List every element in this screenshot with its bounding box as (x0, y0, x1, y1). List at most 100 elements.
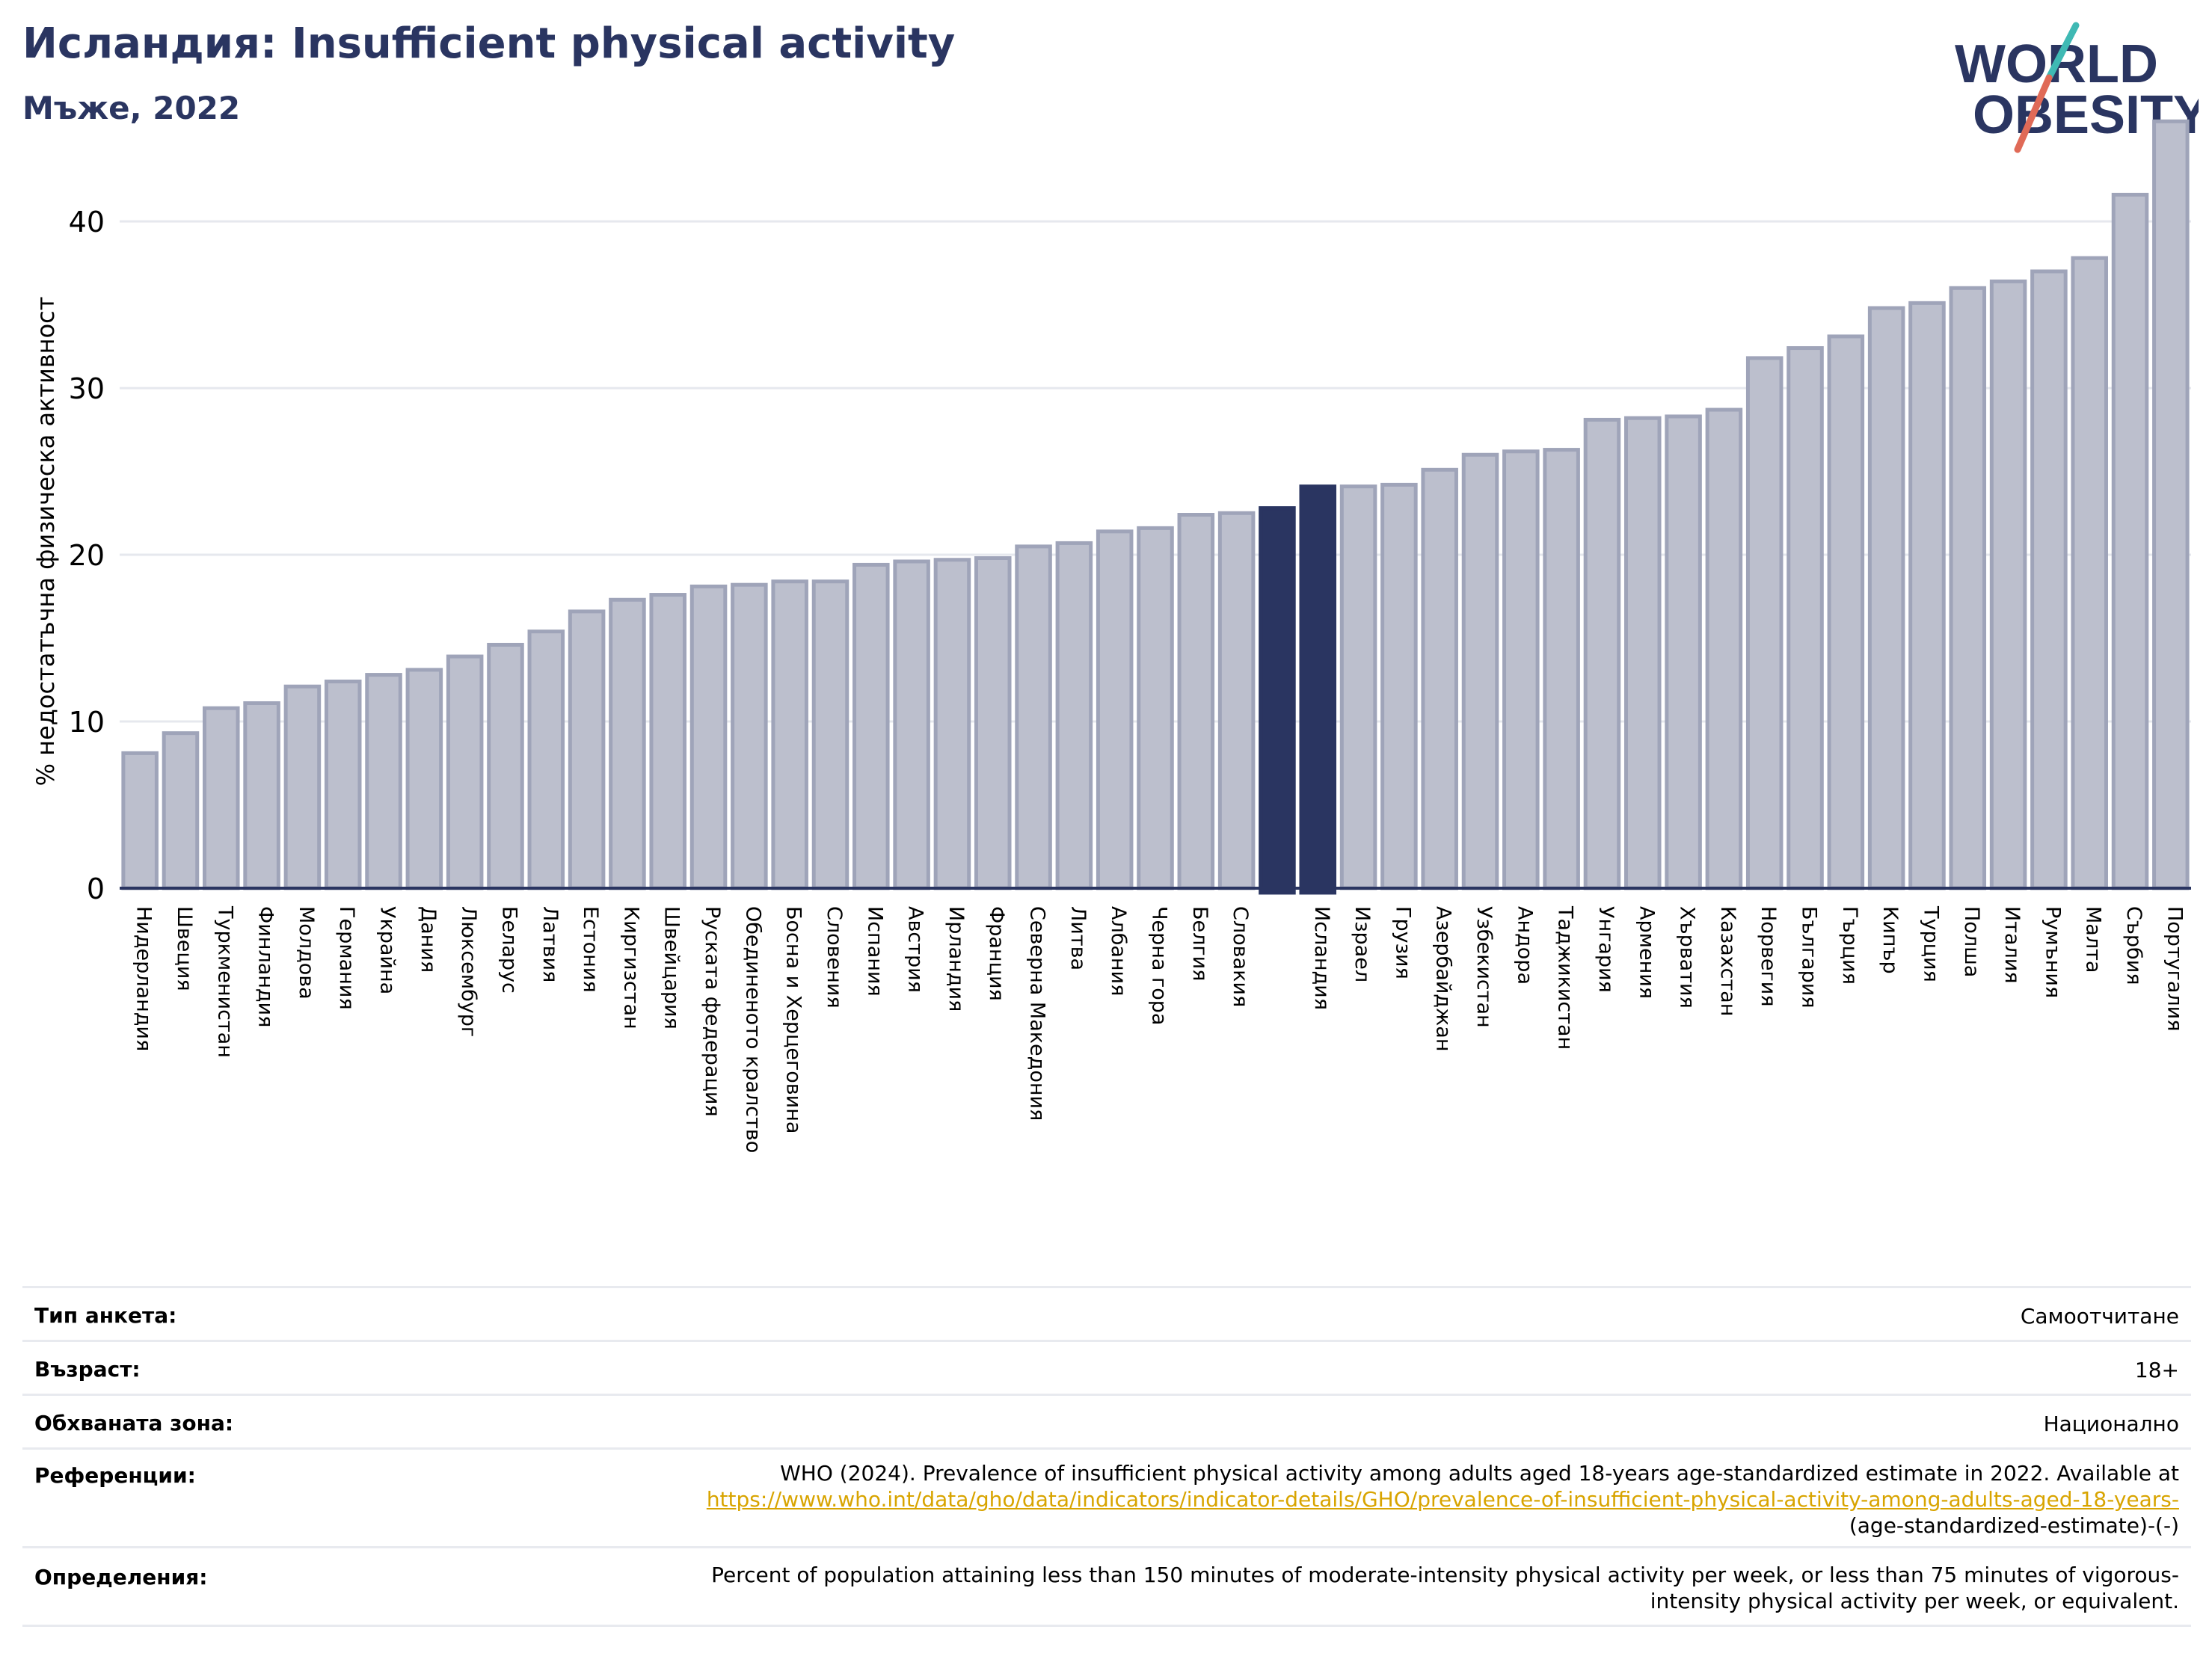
category-label: Испания (863, 906, 886, 997)
category-labels: Нидерландия Швеция Туркменистан Финландия Мо… (132, 905, 2187, 1153)
category-label: Армения (1635, 906, 1658, 999)
bar (2111, 192, 2149, 890)
references-label: Референции: (34, 1463, 196, 1488)
chart-subtitle: Мъже, 2022 (22, 90, 241, 126)
category-label: Сърбия (2122, 906, 2145, 985)
logo-slash-teal (2045, 22, 2080, 81)
bar (1827, 334, 1865, 890)
area-value: Национално (2043, 1412, 2179, 1436)
category-label: Кипър (1878, 906, 1902, 974)
category-label: България (1798, 906, 1821, 1009)
bar (771, 579, 808, 890)
bar (324, 680, 362, 890)
bar (365, 673, 402, 890)
bar (1908, 301, 1946, 890)
bar (162, 731, 200, 890)
category-label: Швейцария (660, 906, 683, 1029)
area-label: Обхваната зона: (34, 1411, 234, 1435)
category-label: Дания (417, 906, 440, 973)
definitions-line2: intensity physical activity per week, or… (1650, 1589, 2179, 1613)
bar (1096, 529, 1134, 890)
category-label: Босна и Херцеговина (782, 906, 805, 1133)
definitions-label: Определения: (34, 1565, 208, 1589)
bar (446, 654, 484, 890)
survey-value: Самоотчитане (2020, 1304, 2179, 1329)
bar (1665, 414, 1702, 890)
category-label: Киргизстан (619, 906, 642, 1029)
world-obesity-logo: WORLD OBESITY (1955, 22, 2199, 153)
bar (893, 559, 930, 890)
category-label: Турция (1919, 905, 1942, 982)
category-label: Гърция (1838, 906, 1861, 985)
category-label: Полша (1960, 906, 1983, 977)
survey-label: Тип анкета: (34, 1303, 177, 1328)
references-link[interactable]: https://www.who.int/data/gho/data/indica… (706, 1487, 2179, 1512)
bar (1787, 346, 1824, 890)
category-label: Руската федерация (701, 906, 724, 1117)
bar (1015, 544, 1052, 890)
bar (609, 597, 646, 890)
axes: % недостатъчна физическа активност (31, 297, 2191, 890)
age-value: 18+ (2134, 1358, 2179, 1382)
bar (933, 558, 971, 890)
category-label: Малта (2082, 906, 2105, 973)
bar (1502, 449, 1540, 890)
category-label: Израел (1351, 906, 1374, 982)
references-value: WHO (2024). Prevalence of insufficient p… (707, 1460, 2179, 1539)
bar (1421, 467, 1458, 890)
bar (1055, 541, 1093, 890)
bar (1461, 452, 1499, 890)
bar (649, 593, 687, 890)
bar (1137, 526, 1174, 890)
bar (1177, 513, 1215, 890)
bar (1543, 448, 1580, 890)
category-label: Унгария (1594, 906, 1617, 993)
category-label: Ирландия (944, 906, 968, 1012)
category-label: Латвия (538, 906, 562, 982)
y-tick-label: 10 (69, 706, 105, 739)
bars (121, 119, 2190, 895)
category-label: Финландия (254, 906, 277, 1027)
category-label: Словакия (1229, 906, 1252, 1007)
category-label: Грузия (1391, 906, 1414, 979)
category-label: Литва (1066, 906, 1090, 970)
bar (1339, 484, 1377, 890)
survey-row: Тип анкета: Самоотчитане (22, 1286, 2191, 1342)
category-label: Албания (1107, 906, 1130, 996)
bar (527, 630, 565, 890)
bar (2152, 119, 2190, 890)
category-label: Азербайджан (1432, 906, 1455, 1052)
definitions-row: Определения: Percent of population attai… (22, 1546, 2191, 1627)
bar (1989, 279, 2027, 890)
category-label: Обединеното кралство (741, 906, 764, 1153)
bar (405, 668, 443, 890)
bar (974, 556, 1012, 890)
bar (2030, 269, 2068, 890)
category-label: Молдова (295, 906, 318, 1000)
age-label: Възраст: (34, 1357, 141, 1382)
category-label: Туркменистан (213, 905, 236, 1058)
definitions-line1: Percent of population attaining less tha… (711, 1563, 2179, 1587)
category-label: Франция (985, 906, 1008, 1001)
category-label: Казахстан (1716, 906, 1739, 1016)
bar (1380, 482, 1418, 890)
references-row: Референции: WHO (2024). Prevalence of in… (22, 1447, 2191, 1548)
category-label: Австрия (904, 906, 927, 993)
bar (811, 579, 850, 890)
category-label: Таджикистан (1554, 905, 1577, 1050)
category-label: Северна Македония (1026, 906, 1049, 1121)
bar (243, 701, 280, 890)
bar (487, 642, 524, 890)
bar (1745, 356, 1784, 890)
chart-title: Исландия: Insufficient physical activity (22, 19, 956, 68)
references-tail: (age-standardized-estimate)-(-) (1849, 1513, 2179, 1538)
category-label: Черна гора (1148, 906, 1171, 1025)
bar-chart: 0 10 20 30 40 % недостатъчна физическа актив… (31, 119, 2191, 1153)
bar (1705, 407, 1743, 890)
category-label: Италия (2000, 906, 2024, 984)
category-label: Словения (823, 906, 846, 1009)
bar (1623, 416, 1662, 890)
bar (203, 706, 240, 890)
y-tick-label: 0 (87, 872, 105, 905)
bar (1217, 511, 1256, 890)
